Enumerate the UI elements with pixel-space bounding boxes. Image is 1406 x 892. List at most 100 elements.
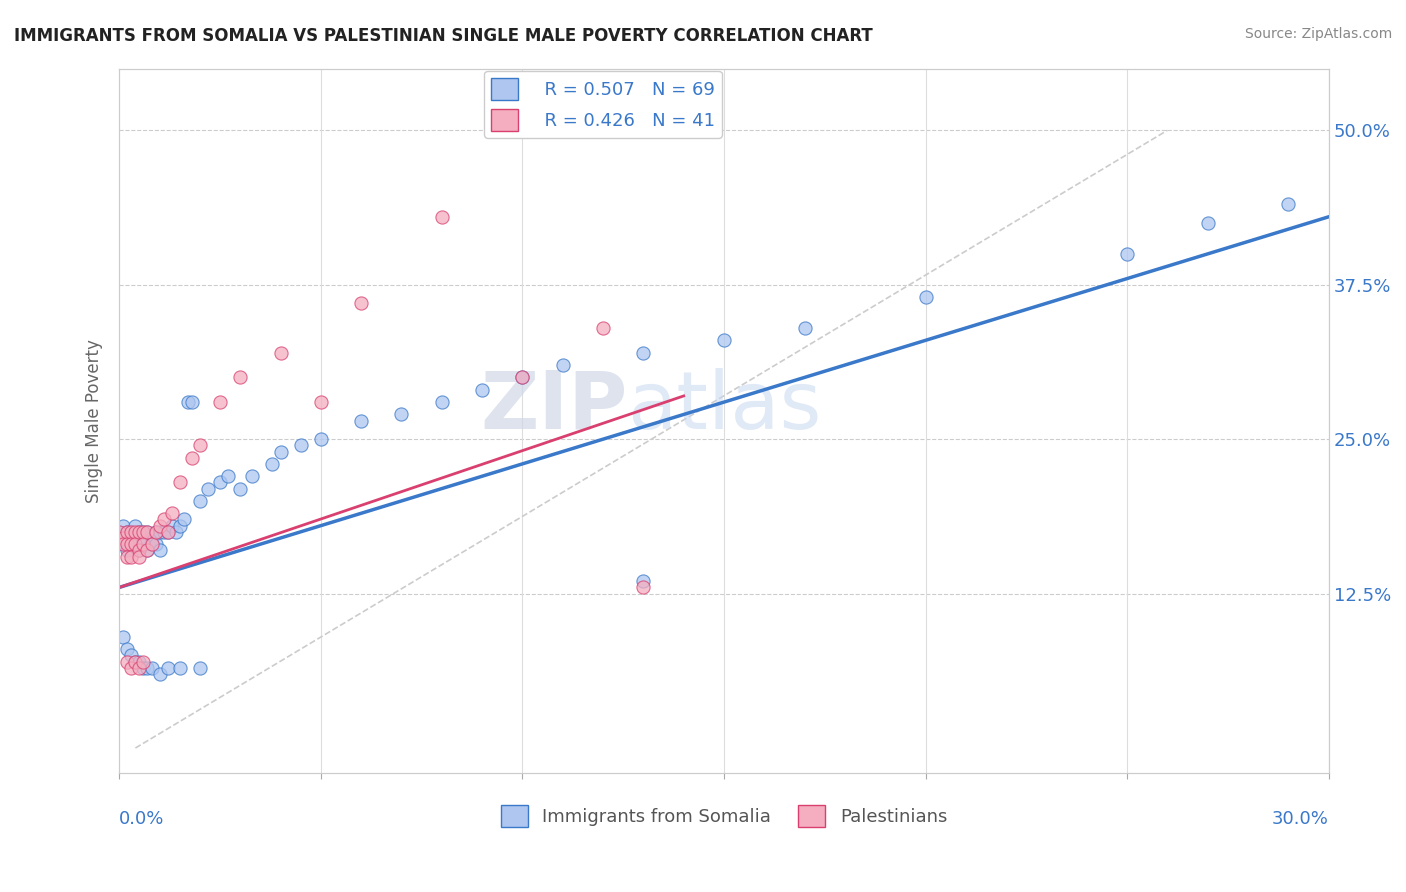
Text: 30.0%: 30.0%: [1272, 810, 1329, 828]
Point: [132, 537, 155, 551]
Point: [633, 581, 655, 595]
Point: [112, 537, 135, 551]
Point: [512, 370, 534, 384]
Point: [350, 296, 373, 310]
Point: [152, 524, 174, 539]
Point: [124, 655, 146, 669]
Point: [128, 543, 150, 558]
Point: [152, 512, 174, 526]
Point: [128, 549, 150, 564]
Point: [112, 531, 135, 545]
Point: [112, 630, 135, 644]
Point: [209, 395, 232, 409]
Point: [197, 482, 219, 496]
Point: [430, 210, 453, 224]
Point: [117, 655, 139, 669]
Point: [391, 408, 413, 422]
Point: [117, 524, 139, 539]
Point: [169, 518, 191, 533]
Point: [124, 537, 146, 551]
Point: [551, 358, 574, 372]
Point: [120, 524, 142, 539]
Point: [149, 524, 172, 539]
Point: [141, 531, 163, 545]
Point: [136, 543, 159, 558]
Point: [117, 642, 139, 657]
Point: [592, 321, 614, 335]
Point: [160, 518, 183, 533]
Text: Source: ZipAtlas.com: Source: ZipAtlas.com: [1244, 27, 1392, 41]
Point: [1116, 247, 1139, 261]
Point: [136, 543, 159, 558]
Point: [149, 666, 172, 681]
Point: [108, 524, 131, 539]
Point: [141, 661, 163, 675]
Point: [112, 518, 135, 533]
Point: [262, 457, 284, 471]
Point: [430, 395, 453, 409]
Point: [124, 655, 146, 669]
Point: [156, 524, 179, 539]
Point: [145, 524, 167, 539]
Point: [270, 345, 292, 359]
Point: [180, 395, 202, 409]
Point: [1197, 216, 1219, 230]
Point: [160, 506, 183, 520]
Point: [145, 524, 167, 539]
Point: [240, 469, 263, 483]
Point: [128, 524, 150, 539]
Point: [633, 345, 655, 359]
Point: [112, 537, 135, 551]
Point: [229, 370, 252, 384]
Point: [120, 537, 142, 551]
Point: [793, 321, 815, 335]
Point: [217, 469, 239, 483]
Point: [120, 661, 142, 675]
Point: [169, 661, 191, 675]
Point: [914, 290, 936, 304]
Point: [132, 524, 155, 539]
Point: [209, 475, 232, 490]
Point: [117, 549, 139, 564]
Point: [145, 537, 167, 551]
Point: [132, 537, 155, 551]
Point: [350, 414, 373, 428]
Point: [120, 531, 142, 545]
Point: [1277, 197, 1299, 211]
Point: [149, 518, 172, 533]
Point: [117, 537, 139, 551]
Point: [128, 531, 150, 545]
Point: [149, 543, 172, 558]
Point: [309, 395, 332, 409]
Legend: Immigrants from Somalia, Palestinians: Immigrants from Somalia, Palestinians: [494, 797, 955, 834]
Text: 0.0%: 0.0%: [120, 810, 165, 828]
Point: [512, 370, 534, 384]
Point: [188, 661, 211, 675]
Point: [132, 655, 155, 669]
Point: [124, 537, 146, 551]
Y-axis label: Single Male Poverty: Single Male Poverty: [86, 339, 103, 502]
Point: [124, 524, 146, 539]
Point: [141, 537, 163, 551]
Point: [188, 438, 211, 452]
Point: [132, 524, 155, 539]
Point: [120, 524, 142, 539]
Point: [177, 395, 200, 409]
Point: [188, 494, 211, 508]
Point: [136, 524, 159, 539]
Point: [117, 524, 139, 539]
Text: IMMIGRANTS FROM SOMALIA VS PALESTINIAN SINGLE MALE POVERTY CORRELATION CHART: IMMIGRANTS FROM SOMALIA VS PALESTINIAN S…: [14, 27, 873, 45]
Point: [112, 531, 135, 545]
Point: [128, 524, 150, 539]
Point: [270, 444, 292, 458]
Point: [713, 334, 735, 348]
Point: [633, 574, 655, 589]
Point: [169, 475, 191, 490]
Point: [120, 648, 142, 663]
Point: [108, 524, 131, 539]
Point: [471, 383, 494, 397]
Point: [124, 518, 146, 533]
Point: [132, 661, 155, 675]
Point: [136, 661, 159, 675]
Point: [156, 524, 179, 539]
